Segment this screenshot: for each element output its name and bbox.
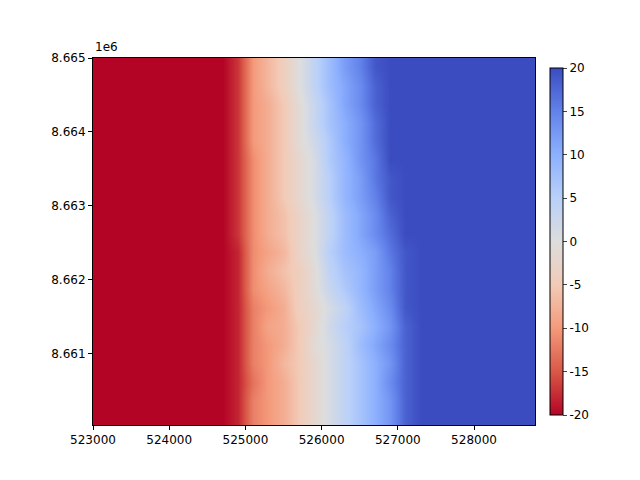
svg-text:523000: 523000 bbox=[70, 433, 116, 447]
svg-text:5: 5 bbox=[569, 191, 577, 205]
svg-text:528000: 528000 bbox=[451, 433, 497, 447]
svg-text:0: 0 bbox=[569, 235, 577, 249]
svg-text:8.662: 8.662 bbox=[51, 273, 85, 287]
svg-text:20: 20 bbox=[569, 61, 584, 75]
svg-text:526000: 526000 bbox=[299, 433, 345, 447]
svg-text:-15: -15 bbox=[569, 365, 589, 379]
svg-text:-5: -5 bbox=[569, 278, 581, 292]
svg-text:527000: 527000 bbox=[375, 433, 421, 447]
svg-text:8.661: 8.661 bbox=[51, 347, 85, 361]
svg-text:524000: 524000 bbox=[146, 433, 192, 447]
svg-text:-20: -20 bbox=[569, 408, 589, 422]
svg-text:15: 15 bbox=[569, 105, 584, 119]
svg-text:-10: -10 bbox=[569, 321, 589, 335]
svg-text:8.665: 8.665 bbox=[51, 51, 85, 65]
svg-text:8.664: 8.664 bbox=[51, 125, 85, 139]
svg-text:525000: 525000 bbox=[223, 433, 269, 447]
svg-text:10: 10 bbox=[569, 148, 584, 162]
svg-text:1e6: 1e6 bbox=[95, 40, 118, 54]
svg-text:8.663: 8.663 bbox=[51, 199, 85, 213]
